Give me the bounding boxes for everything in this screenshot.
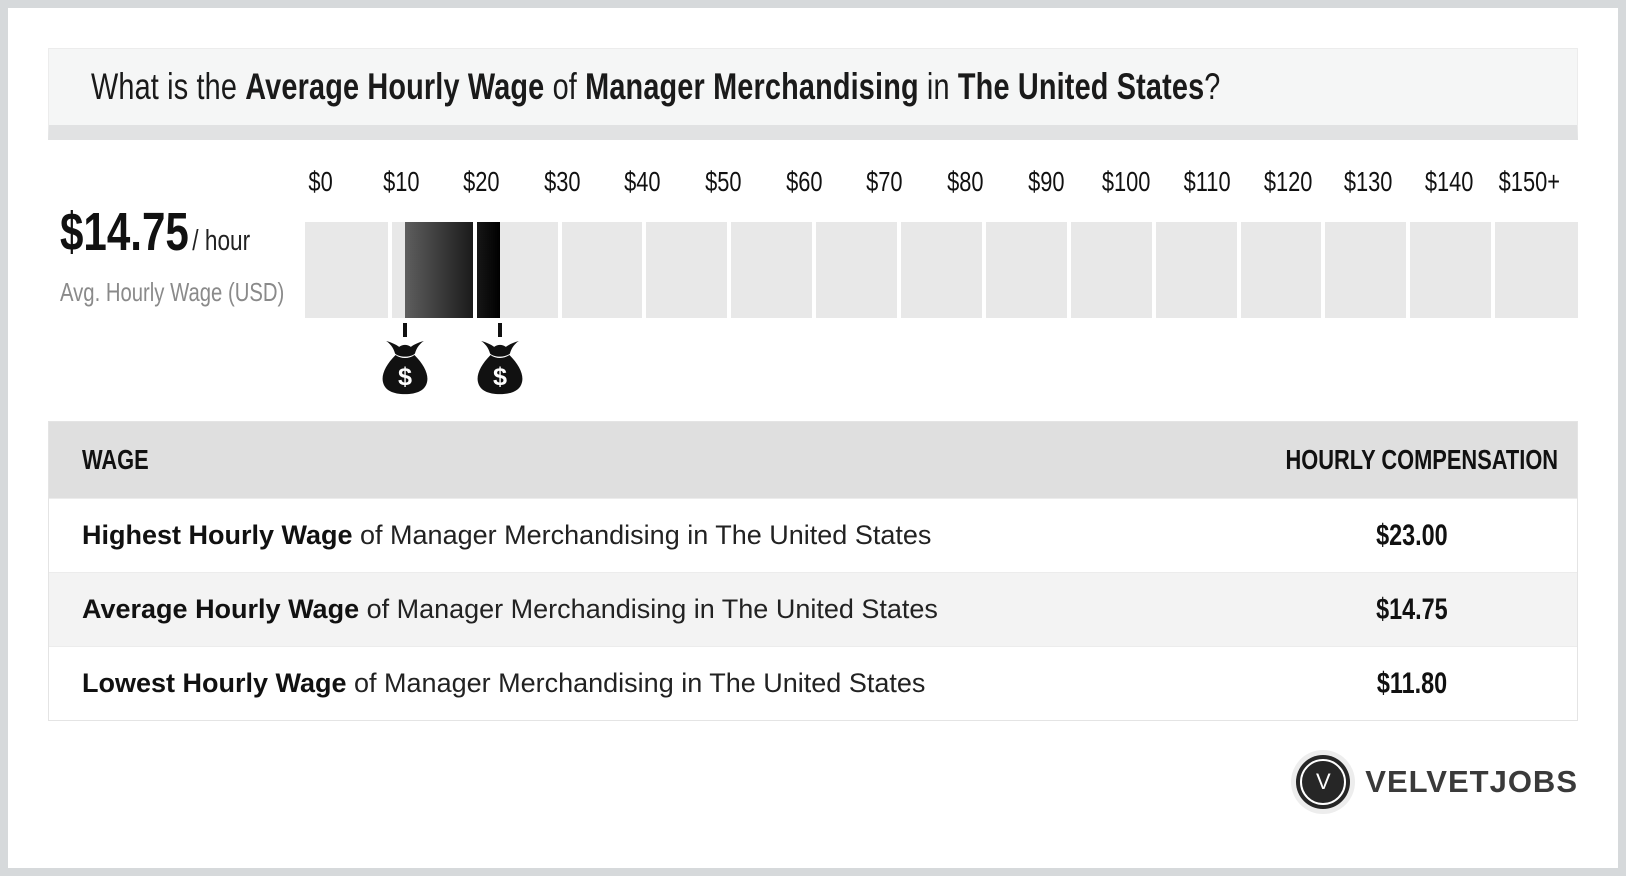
axis-tick-label: $80 <box>947 166 984 197</box>
row-label-bold: Lowest Hourly Wage <box>82 668 347 698</box>
column-header-wage: WAGE <box>82 444 149 475</box>
axis-tick: $120 <box>1248 165 1329 199</box>
segment-divider <box>387 222 392 318</box>
axis-tick: $40 <box>603 165 684 199</box>
axis-tick-label: $30 <box>543 166 581 197</box>
page-title: What is the Average Hourly Wage of Manag… <box>91 66 1221 108</box>
axis-tick: $50 <box>683 165 764 199</box>
segment-divider <box>981 222 986 318</box>
brand-wordmark: VELVETJOBS <box>1365 764 1578 799</box>
velvetjobs-logo-icon[interactable]: V <box>1296 755 1351 809</box>
title-part: in <box>918 66 958 107</box>
axis-tick: $30 <box>522 165 603 199</box>
marker-tick <box>403 323 408 337</box>
segment-divider <box>1491 222 1496 318</box>
table-row-average-wage: Average Hourly Wage of Manager Merchandi… <box>49 572 1577 646</box>
axis-tick: $20 <box>441 165 522 199</box>
segment-divider <box>897 222 902 318</box>
row-value: $23.00 <box>1376 518 1448 552</box>
segment-divider <box>557 222 562 318</box>
row-label: Average Hourly Wage of Manager Merchandi… <box>49 594 1247 625</box>
axis-tick: $140 <box>1409 165 1490 199</box>
row-label-bold: Highest Hourly Wage <box>82 520 353 550</box>
axis-tick-label: $50 <box>705 166 742 197</box>
wage-range-marker: $ <box>378 318 432 401</box>
footer-brand: V VELVETJOBS <box>48 755 1578 809</box>
row-label-rest: of Manager Merchandising in The United S… <box>352 520 932 550</box>
wage-chart-section: $14.75 / hour Avg. Hourly Wage (USD) $0 $… <box>48 165 1578 398</box>
title-part: ? <box>1204 66 1221 107</box>
axis-tick: $90 <box>1006 165 1087 199</box>
segment-divider <box>472 222 477 318</box>
segment-divider <box>1236 222 1241 318</box>
segment-divider <box>727 222 732 318</box>
axis-tick: $80 <box>925 165 1006 199</box>
marker-tick <box>498 323 503 337</box>
axis-tick-label: $110 <box>1183 166 1231 197</box>
axis-tick: $150+ <box>1489 165 1570 199</box>
axis-tick-label: $0 <box>308 166 333 197</box>
title-part: What is the <box>91 66 246 107</box>
table-row-highest-wage: Highest Hourly Wage of Manager Merchandi… <box>49 498 1577 572</box>
wage-scale: $0 $10 $20 $30 $40 $50 $60 $70 $80 $90 $100 $110 $12… <box>305 165 1578 398</box>
axis-tick-label: $150+ <box>1499 166 1561 197</box>
wage-range-marker: $ <box>473 318 527 401</box>
row-label: Highest Hourly Wage of Manager Merchandi… <box>49 520 1247 551</box>
axis-tick: $70 <box>844 165 925 199</box>
row-label-rest: of Manager Merchandising in The United S… <box>359 594 938 624</box>
row-label-bold: Average Hourly Wage <box>82 594 360 624</box>
svg-text:$: $ <box>398 363 412 391</box>
axis-tick: $130 <box>1328 165 1409 199</box>
wage-range-highlight <box>405 222 501 318</box>
title-part-location: The United States <box>957 66 1205 107</box>
money-bag-icon: $ <box>382 341 428 395</box>
axis-tick: $0 <box>280 165 361 199</box>
title-part-job-title: Manager Merchandising <box>585 66 919 107</box>
axis-tick: $10 <box>361 165 442 199</box>
wage-table: WAGE HOURLY COMPENSATION Highest Hourly … <box>48 421 1578 721</box>
row-label: Lowest Hourly Wage of Manager Merchandis… <box>49 668 1247 699</box>
segment-divider <box>1151 222 1156 318</box>
wage-scale-bar <box>305 222 1578 318</box>
axis-tick-label: $40 <box>624 166 662 197</box>
axis-tick-label: $90 <box>1027 166 1065 197</box>
column-header-hourly-compensation: HOURLY COMPENSATION <box>1285 444 1559 475</box>
question-title-band: What is the Average Hourly Wage of Manag… <box>48 48 1578 140</box>
axis-tick-label: $130 <box>1344 166 1393 197</box>
average-wage-summary: $14.75 / hour Avg. Hourly Wage (USD) <box>48 165 305 398</box>
axis-tick-label: $60 <box>785 166 823 197</box>
logo-ring: V <box>1300 759 1347 805</box>
row-value: $14.75 <box>1376 592 1448 626</box>
row-value: $11.80 <box>1376 666 1448 700</box>
segment-divider <box>1066 222 1071 318</box>
wage-table-header: WAGE HOURLY COMPENSATION <box>49 422 1577 498</box>
segment-divider <box>1321 222 1326 318</box>
title-part-average-hourly-wage: Average Hourly Wage <box>245 66 545 107</box>
segment-divider <box>812 222 817 318</box>
axis-tick-label: $70 <box>866 166 903 197</box>
average-wage-unit: / hour <box>192 225 251 257</box>
average-wage-amount: $14.75 <box>60 202 189 262</box>
axis-tick-label: $100 <box>1102 166 1151 197</box>
axis-tick: $110 <box>1167 165 1248 199</box>
axis-tick-label: $120 <box>1263 166 1313 197</box>
segment-divider <box>1406 222 1411 318</box>
axis-labels: $0 $10 $20 $30 $40 $50 $60 $70 $80 $90 $100 $110 $12… <box>280 165 1570 199</box>
axis-tick-label: $140 <box>1424 166 1474 197</box>
axis-tick: $60 <box>764 165 845 199</box>
money-bag-icon: $ <box>477 341 523 395</box>
average-wage-caption: Avg. Hourly Wage (USD) <box>60 277 285 307</box>
table-row-lowest-wage: Lowest Hourly Wage of Manager Merchandis… <box>49 646 1577 720</box>
row-label-rest: of Manager Merchandising in The United S… <box>346 668 926 698</box>
logo-letter: V <box>1315 769 1331 794</box>
wage-range-markers: $ $ <box>305 318 1578 398</box>
segment-divider <box>642 222 647 318</box>
axis-tick-label: $10 <box>382 166 420 197</box>
axis-tick: $100 <box>1086 165 1167 199</box>
svg-text:$: $ <box>493 363 507 391</box>
title-part: of <box>544 66 586 107</box>
axis-tick-label: $20 <box>463 166 500 197</box>
